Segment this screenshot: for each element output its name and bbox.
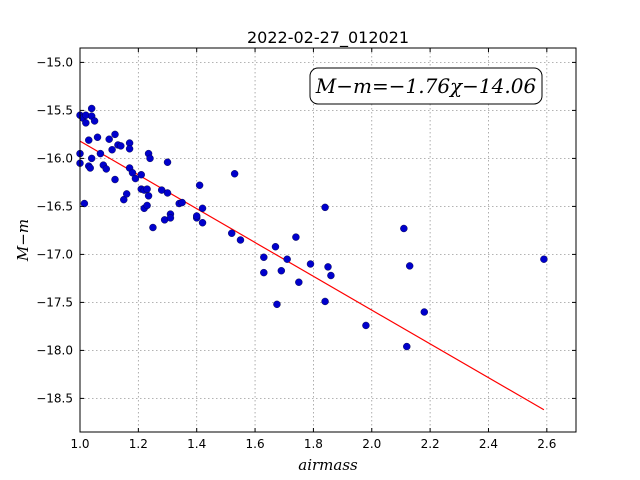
y-tick-label: −16.5 [36, 199, 73, 213]
x-tick-label: 2.2 [421, 437, 440, 451]
data-point [236, 236, 245, 244]
data-point [230, 170, 239, 178]
data-point [295, 278, 303, 286]
data-point [403, 342, 411, 351]
data-point [260, 253, 268, 261]
data-point [144, 192, 153, 200]
fit-annotation-text: M−m=−1.76χ−14.06 [315, 74, 537, 98]
data-point [105, 135, 113, 143]
x-tick-label: 1.4 [187, 437, 206, 451]
x-tick-label: 2.6 [537, 437, 556, 451]
y-tick-label: −18.5 [36, 391, 73, 405]
x-tick-label: 1.8 [304, 437, 323, 451]
data-point [131, 174, 140, 183]
data-point [306, 260, 315, 268]
data-point [149, 223, 157, 232]
data-point [362, 321, 370, 330]
data-point [96, 149, 105, 158]
data-point [271, 243, 280, 251]
data-point [146, 154, 154, 163]
x-tick-label: 1.0 [70, 437, 89, 451]
data-point [86, 164, 94, 172]
grid [79, 48, 576, 432]
y-axis-label: M−m [14, 219, 32, 262]
chart-title: 2022-02-27_012021 [247, 28, 409, 48]
x-tick-label: 2.0 [362, 437, 381, 451]
data-point [292, 233, 300, 241]
y-tick-label: −15.0 [36, 55, 73, 69]
data-point [327, 271, 335, 280]
data-point [157, 186, 166, 194]
data-point [82, 119, 90, 127]
data-point [277, 267, 286, 275]
data-point [163, 158, 172, 166]
x-tick-label: 1.2 [129, 437, 148, 451]
data-point [166, 214, 175, 222]
data-point [122, 190, 131, 198]
data-point [324, 263, 332, 271]
data-point [283, 255, 291, 263]
data-points [76, 104, 548, 351]
x-axis-label: airmass [298, 456, 358, 474]
data-point [195, 181, 204, 189]
data-point [400, 224, 408, 233]
y-tick-label: −18.0 [36, 343, 73, 357]
data-point [85, 136, 93, 144]
data-point [260, 268, 268, 277]
data-point [420, 308, 428, 316]
y-tick-label: −15.5 [36, 103, 73, 117]
axis-ticks: 1.0 1.2 1.4 1.6 1.8 2.0 2.2 2.4 2.6 −15.0 −15.5 −16… [36, 48, 576, 451]
data-point [193, 212, 201, 220]
fit-line-layer [79, 140, 545, 411]
data-point [108, 146, 116, 154]
data-point [143, 185, 151, 193]
fit-annotation-box [309, 67, 543, 105]
plot-frame [79, 47, 577, 433]
data-point [87, 104, 96, 113]
data-point [405, 262, 414, 270]
data-point [163, 189, 172, 197]
x-tick-label: 2.4 [479, 437, 498, 451]
y-tick-label: −17.0 [36, 247, 73, 261]
y-tick-label: −17.5 [36, 295, 73, 309]
data-point [93, 133, 102, 141]
data-point [198, 204, 207, 213]
fit-line [79, 140, 545, 411]
data-point [540, 255, 548, 263]
data-point [80, 199, 89, 208]
fit-annotation: M−m=−1.76χ−14.06 [309, 67, 543, 105]
data-point [321, 203, 329, 212]
data-point [321, 297, 329, 306]
y-tick-label: −16.0 [36, 151, 73, 165]
data-point [111, 175, 119, 184]
x-tick-label: 1.6 [246, 437, 265, 451]
data-point [87, 154, 96, 163]
data-point [178, 198, 186, 207]
data-point [111, 130, 119, 139]
data-point [125, 145, 134, 153]
data-point [143, 201, 151, 210]
data-point [90, 117, 99, 125]
data-point [137, 171, 145, 179]
data-point [228, 229, 236, 237]
data-point [117, 142, 125, 150]
data-point [273, 300, 281, 309]
data-point [102, 165, 110, 173]
data-point [198, 219, 207, 227]
